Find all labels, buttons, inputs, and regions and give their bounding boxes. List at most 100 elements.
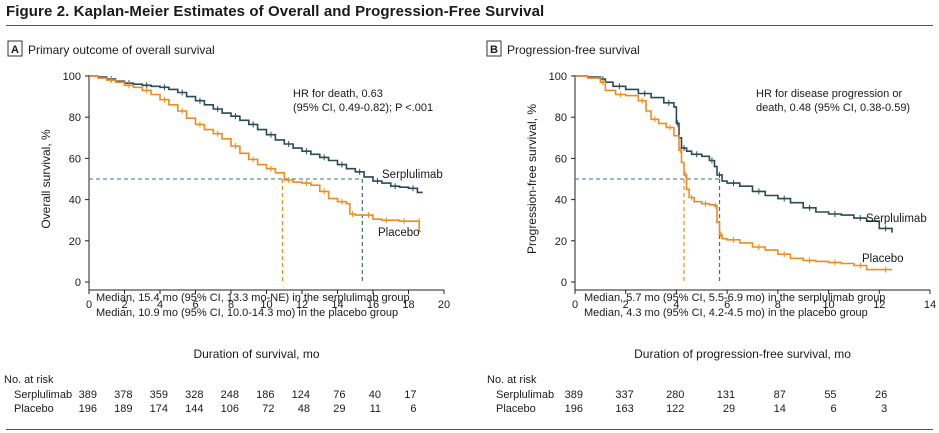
y-tick-label: 100: [63, 71, 81, 83]
risk-cell: 163: [615, 403, 633, 415]
risk-cell: 3: [881, 403, 887, 415]
risk-cell: 280: [666, 389, 684, 401]
curve-label-serplulimab: Serplulimab: [382, 169, 443, 181]
x-tick-label: 4: [673, 299, 679, 311]
panel-letter: A: [11, 44, 19, 56]
risk-cell: 389: [565, 389, 583, 401]
risk-cell: 72: [262, 403, 274, 415]
x-tick-label: 16: [367, 299, 379, 311]
risk-cell: 124: [292, 389, 310, 401]
y-tick-label: 60: [555, 153, 567, 165]
top-rule: [6, 25, 933, 26]
y-axis-label: Progression-free survival, %: [525, 104, 539, 254]
risk-cell: 144: [185, 403, 203, 415]
y-tick-label: 80: [69, 112, 81, 124]
risk-cell: 378: [114, 389, 132, 401]
panel-b: B Progression-free survival 0 20 40 60 80 100 0 2…: [486, 40, 936, 415]
y-tick-label: 60: [69, 153, 81, 165]
risk-cell: 14: [774, 403, 786, 415]
x-tick-label: 14: [924, 299, 936, 311]
x-tick-label: 2: [121, 299, 127, 311]
curve-label-placebo: Placebo: [862, 253, 904, 265]
panel-title: Primary outcome of overall survival: [28, 43, 215, 57]
risk-cell: 48: [298, 403, 310, 415]
risk-table-header: No. at risk: [4, 374, 54, 386]
risk-cell: 337: [615, 389, 633, 401]
risk-cell: 6: [410, 403, 416, 415]
risk-cell: 189: [114, 403, 132, 415]
curve-label-serplulimab: Serplulimab: [866, 213, 927, 225]
hr-text-line-1: HR for death, 0.63: [293, 88, 383, 100]
risk-cell: 389: [79, 389, 97, 401]
y-tick-label: 20: [555, 236, 567, 248]
risk-cell: 122: [666, 403, 684, 415]
y-tick-label: 0: [75, 277, 81, 289]
figure-title: Figure 2. Kaplan-Meier Estimates of Over…: [6, 3, 545, 20]
risk-row-label: Serplulimab: [496, 389, 554, 401]
panel-a: A Primary outcome of overall survival0204…: [4, 40, 450, 415]
risk-cell: 11: [370, 403, 381, 415]
risk-cell: 29: [333, 403, 345, 415]
hr-text-line-1: HR for disease progression or: [756, 88, 902, 100]
km-curve-placebo: [89, 75, 421, 233]
risk-cell: 196: [79, 403, 97, 415]
x-tick-label: 2: [623, 299, 629, 311]
x-tick-label: 10: [822, 299, 834, 311]
risk-cell: 40: [369, 389, 381, 401]
panel-letter: B: [490, 44, 498, 56]
x-tick-label: 8: [775, 299, 781, 311]
curve-label-placebo: Placebo: [378, 227, 420, 239]
x-tick-label: 20: [438, 299, 450, 311]
bottom-rule: [6, 429, 933, 430]
median-text-placebo: Median, 4.3 mo (95% CI, 4.2-4.5 mo) in t…: [584, 307, 868, 319]
km-curve-placebo: [575, 75, 892, 271]
x-tick-label: 0: [86, 299, 92, 311]
risk-cell: 328: [185, 389, 203, 401]
hr-text-line-2: (95% CI, 0.49-0.82); P <.001: [293, 102, 433, 114]
risk-cell: 186: [256, 389, 274, 401]
y-tick-label: 100: [549, 71, 567, 83]
x-tick-label: 18: [402, 299, 414, 311]
x-tick-label: 0: [572, 299, 578, 311]
y-tick-label: 40: [555, 195, 567, 207]
y-tick-label: 20: [69, 236, 81, 248]
x-tick-label: 4: [157, 299, 163, 311]
y-tick-label: 0: [561, 277, 567, 289]
panel-letter-box: [486, 40, 502, 57]
risk-cell: 248: [221, 389, 239, 401]
hr-text-line-2: death, 0.48 (95% CI, 0.38-0.59): [756, 102, 910, 114]
x-tick-label: 12: [873, 299, 885, 311]
risk-cell: 131: [717, 389, 735, 401]
risk-cell: 55: [824, 389, 836, 401]
median-text-serplulimab: Median, 5.7 mo (95% CI, 5.5-6.9 mo) in t…: [584, 292, 885, 304]
risk-cell: 6: [830, 403, 836, 415]
risk-row-label: Placebo: [14, 403, 54, 415]
x-tick-label: 10: [260, 299, 272, 311]
risk-cell: 76: [333, 389, 345, 401]
risk-table-header: No. at risk: [487, 374, 537, 386]
x-axis-label: Duration of survival, mo: [193, 347, 319, 361]
km-curve-serplulimab: [575, 75, 893, 233]
x-tick-label: 14: [331, 299, 343, 311]
x-tick-label: 6: [724, 299, 730, 311]
risk-row-label: Serplulimab: [14, 389, 72, 401]
x-axis-label: Duration of progression-free survival, m…: [634, 347, 851, 361]
risk-cell: 106: [221, 403, 239, 415]
panel-letter-box: [7, 40, 23, 57]
risk-cell: 174: [150, 403, 168, 415]
risk-cell: 87: [774, 389, 786, 401]
x-tick-label: 6: [192, 299, 198, 311]
x-tick-label: 12: [296, 299, 308, 311]
risk-row-label: Placebo: [496, 403, 536, 415]
risk-cell: 29: [723, 403, 735, 415]
x-tick-label: 8: [228, 299, 234, 311]
risk-cell: 359: [150, 389, 168, 401]
risk-cell: 17: [404, 389, 416, 401]
y-axis-label: Overall survival, %: [39, 129, 53, 229]
panel-title: Progression-free survival: [507, 43, 640, 57]
median-text-serplulimab: Median, 15.4 mo (95% CI, 13.3 mo-NE) in …: [96, 292, 410, 304]
median-text-placebo: Median, 10.9 mo (95% CI, 10.0-14.3 mo) i…: [96, 307, 398, 319]
risk-cell: 196: [565, 403, 583, 415]
y-tick-label: 80: [555, 112, 567, 124]
